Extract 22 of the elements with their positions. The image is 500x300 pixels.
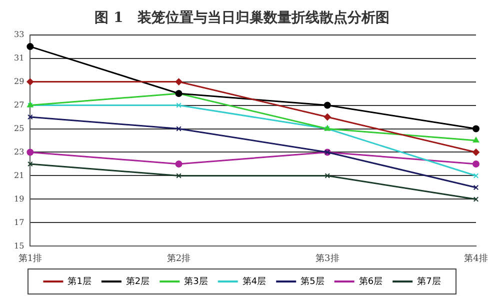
y-tick-label: 15 bbox=[14, 241, 24, 250]
legend-label: 第3层 bbox=[184, 276, 208, 287]
chart-title: 图 1 装笼位置与当日归巢数量折线散点分析图 bbox=[94, 10, 390, 26]
y-tick-label: 27 bbox=[14, 100, 24, 110]
y-tick-label: 23 bbox=[14, 147, 24, 156]
y-tick-label: 21 bbox=[14, 170, 24, 180]
x-tick-label: 第3排 bbox=[316, 252, 340, 264]
x-tick-label: 第4排 bbox=[464, 252, 488, 264]
y-tick-label: 29 bbox=[14, 76, 24, 86]
x-tick-label: 第2排 bbox=[166, 252, 191, 264]
legend-label: 第5层 bbox=[300, 276, 324, 287]
y-tick-label: 19 bbox=[14, 194, 24, 204]
legend-label: 第2层 bbox=[126, 276, 150, 287]
y-tick-label: 17 bbox=[14, 218, 24, 227]
legend-label: 第1层 bbox=[68, 276, 92, 287]
legend-label: 第7层 bbox=[417, 276, 441, 287]
legend-label: 第4层 bbox=[242, 276, 266, 287]
y-tick-label: 33 bbox=[14, 30, 24, 39]
x-tick-label: 第1排 bbox=[18, 252, 42, 264]
y-tick-label: 25 bbox=[14, 124, 24, 133]
legend-label: 第6层 bbox=[358, 276, 383, 287]
y-tick-label: 31 bbox=[14, 53, 24, 62]
